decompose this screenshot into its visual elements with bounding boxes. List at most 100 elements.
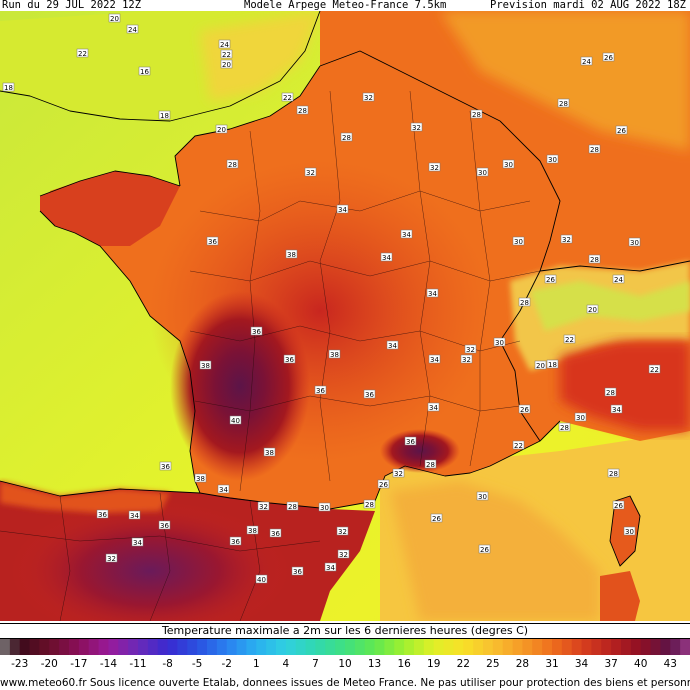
colorbar-step	[581, 639, 592, 655]
temp-label-box	[76, 48, 89, 58]
temp-label: 34	[217, 484, 230, 494]
temp-label: 28	[286, 501, 299, 511]
temp-label: 20	[108, 13, 121, 23]
temp-label: 24	[580, 56, 593, 66]
temp-label-box	[426, 288, 439, 298]
colorbar-tick-label: 43	[663, 658, 677, 670]
benelux-cool-zone	[440, 11, 690, 151]
colorbar-tick-label: -17	[70, 658, 88, 670]
colorbar-step	[621, 639, 632, 655]
temp-label-text: 24	[582, 58, 591, 66]
colorbar-step	[276, 639, 287, 655]
temperature-map: 20 24 22 16 18 24 22 20 24 26 22 28 18 28 20 28 28 32 32 26…	[0, 11, 690, 621]
temp-label: 34	[400, 229, 413, 239]
temp-label-text: 28	[228, 161, 237, 169]
temp-label-text: 32	[338, 528, 347, 536]
temp-label: 36	[314, 385, 327, 395]
temp-label-box	[217, 484, 230, 494]
colorbar-step	[552, 639, 563, 655]
temp-label: 32	[336, 526, 349, 536]
temp-label-box	[476, 491, 489, 501]
temp-label-box	[126, 24, 139, 34]
temp-label: 28	[470, 109, 483, 119]
temp-label-text: 20	[217, 126, 226, 134]
temp-label-text: 26	[480, 546, 489, 554]
temp-label-text: 38	[248, 527, 257, 535]
temp-label: 24	[612, 274, 625, 284]
temp-label-box	[430, 513, 443, 523]
colorbar-step	[335, 639, 346, 655]
colorbar-tick-label: -8	[162, 658, 173, 670]
colorbar-tick-label: -14	[99, 658, 117, 670]
temp-label: 30	[493, 337, 506, 347]
temp-label-box	[286, 501, 299, 511]
temp-label-box	[108, 13, 121, 23]
temp-label-box	[257, 501, 270, 511]
temp-label-box	[544, 274, 557, 284]
colorbar-step	[128, 639, 139, 655]
temp-label-box	[612, 500, 625, 510]
temp-label-text: 24	[128, 26, 137, 34]
temp-label-box	[612, 274, 625, 284]
temp-label-text: 36	[406, 438, 415, 446]
temp-label-box	[560, 234, 573, 244]
temp-label-text: 36	[365, 391, 374, 399]
coastline-france-west	[39, 65, 321, 494]
temp-label-text: 30	[630, 239, 639, 247]
temperature-labels: 20 24 22 16 18 24 22 20 24 26 22 28 18 28 20 28 28 32 32 26…	[2, 13, 661, 584]
colorbar-step	[364, 639, 376, 655]
temp-label-text: 20	[588, 306, 597, 314]
temp-label-text: 26	[546, 276, 555, 284]
temp-label: 34	[427, 402, 440, 412]
temp-label-box	[546, 359, 559, 369]
temperature-colorbar	[0, 639, 690, 655]
colorbar-step	[512, 639, 523, 655]
temp-label: 36	[283, 354, 296, 364]
temp-label-box	[328, 349, 341, 359]
temp-label-box	[250, 326, 263, 336]
temp-label: 32	[304, 167, 317, 177]
temp-label-text: 38	[287, 251, 296, 259]
temp-label-box	[229, 415, 242, 425]
temp-label-text: 32	[259, 503, 268, 511]
temp-label: 34	[610, 404, 623, 414]
temp-label-box	[105, 553, 118, 563]
temp-label-box	[158, 520, 171, 530]
temp-label-box	[427, 402, 440, 412]
temp-label-box	[218, 39, 231, 49]
temp-label-text: 36	[160, 522, 169, 530]
colorbar-ticks: -23 -20 -17 -14 -11 -8 -5 -2 1 4 7 10 13 16 19 22 25 28 31…	[0, 657, 690, 671]
temp-label: 26	[602, 52, 615, 62]
temp-label: 30	[476, 491, 489, 501]
temp-label-text: 26	[432, 515, 441, 523]
temp-label: 26	[430, 513, 443, 523]
temp-label-text: 28	[560, 424, 569, 432]
temp-label: 36	[291, 566, 304, 576]
temp-label-text: 28	[606, 389, 615, 397]
temp-label-box	[602, 52, 615, 62]
colorbar-step	[384, 639, 395, 655]
temp-label: 38	[246, 525, 259, 535]
temp-label-box	[558, 422, 571, 432]
temp-label-text: 20	[222, 61, 231, 69]
temp-label-text: 30	[625, 528, 634, 536]
temp-label-box	[2, 82, 15, 92]
temp-label-box	[512, 440, 525, 450]
colorbar-step	[305, 639, 316, 655]
temp-label: 32	[428, 162, 441, 172]
colorbar-step	[167, 639, 178, 655]
colorbar-step	[670, 639, 681, 655]
colorbar-step	[394, 639, 405, 655]
colorbar-step	[473, 639, 484, 655]
temp-label-text: 18	[160, 112, 169, 120]
temp-label-text: 34	[219, 486, 228, 494]
colorbar-step	[0, 639, 11, 655]
temp-label: 26	[544, 274, 557, 284]
temp-label: 24	[126, 24, 139, 34]
colorbar-step	[522, 639, 533, 655]
temp-label-text: 30	[514, 238, 523, 246]
temp-label-text: 26	[379, 481, 388, 489]
colorbar-step	[108, 639, 119, 655]
colorbar-tick-label: 28	[515, 658, 530, 670]
